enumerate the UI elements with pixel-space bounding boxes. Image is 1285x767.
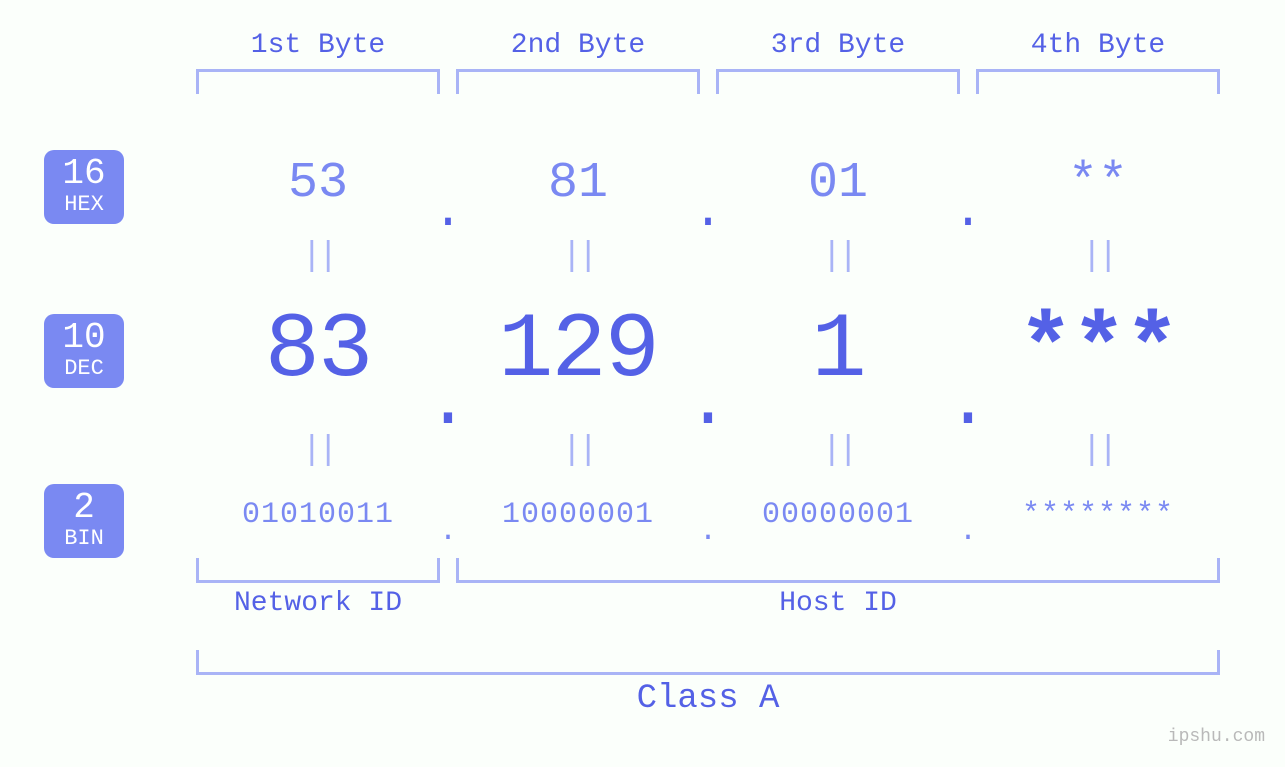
hex-b1: 53 xyxy=(288,155,348,212)
hex-b2: 81 xyxy=(548,155,608,212)
eq-1-1: || xyxy=(302,238,335,276)
bin-b1: 01010011 xyxy=(242,498,394,532)
hex-b3: 01 xyxy=(808,155,868,212)
byte-header-1-bracket xyxy=(196,69,440,94)
eq-1-3: || xyxy=(822,238,855,276)
equals-row-2: || || || || xyxy=(188,432,1228,470)
dec-b1: 83 xyxy=(265,298,371,403)
net-host-labels: Network ID Host ID xyxy=(188,588,1228,619)
class-label: Class A xyxy=(188,680,1228,718)
eq-2-4: || xyxy=(1082,432,1115,470)
badge-bin: 2 BIN xyxy=(44,484,124,558)
bin-b4: ******** xyxy=(1022,498,1174,532)
class-bracket xyxy=(196,650,1220,675)
dec-row: 83 . 129 . 1 . *** xyxy=(188,298,1228,403)
eq-1-2: || xyxy=(562,238,595,276)
byte-header-3-bracket xyxy=(716,69,960,94)
bin-b2: 10000001 xyxy=(502,498,654,532)
dec-b4: *** xyxy=(1018,298,1178,403)
net-host-brackets xyxy=(188,558,1228,583)
network-id-label: Network ID xyxy=(188,588,448,619)
watermark: ipshu.com xyxy=(1168,727,1265,747)
byte-header-2-label: 2nd Byte xyxy=(448,30,708,61)
dec-b2: 129 xyxy=(498,298,658,403)
badge-hex-num: 16 xyxy=(44,156,124,192)
network-id-bracket xyxy=(196,558,440,583)
byte-header-2-bracket xyxy=(456,69,700,94)
host-id-label: Host ID xyxy=(448,588,1228,619)
dec-b3: 1 xyxy=(811,298,864,403)
badge-bin-num: 2 xyxy=(44,490,124,526)
byte-header-3-label: 3rd Byte xyxy=(708,30,968,61)
eq-1-4: || xyxy=(1082,238,1115,276)
byte-header-3: 3rd Byte xyxy=(708,30,968,94)
hex-row: 53 . 81 . 01 . ** xyxy=(188,155,1228,212)
bin-row: 01010011 . 10000001 . 00000001 . *******… xyxy=(188,498,1228,532)
byte-header-row: 1st Byte 2nd Byte 3rd Byte 4th Byte xyxy=(188,30,1228,94)
badge-dec-num: 10 xyxy=(44,320,124,356)
host-id-bracket xyxy=(456,558,1220,583)
byte-header-1: 1st Byte xyxy=(188,30,448,94)
eq-2-3: || xyxy=(822,432,855,470)
ip-numeral-diagram: 16 HEX 10 DEC 2 BIN 1st Byte 2nd Byte 3r… xyxy=(0,0,1285,767)
badge-hex-label: HEX xyxy=(44,194,124,216)
bin-b3: 00000001 xyxy=(762,498,914,532)
byte-header-4-label: 4th Byte xyxy=(968,30,1228,61)
badge-hex: 16 HEX xyxy=(44,150,124,224)
eq-2-1: || xyxy=(302,432,335,470)
byte-header-2: 2nd Byte xyxy=(448,30,708,94)
network-id-bracket-wrap xyxy=(188,558,448,583)
class-bracket-wrap xyxy=(196,650,1220,675)
equals-row-1: || || || || xyxy=(188,238,1228,276)
byte-header-1-label: 1st Byte xyxy=(188,30,448,61)
hex-b4: ** xyxy=(1068,155,1128,212)
byte-header-4-bracket xyxy=(976,69,1220,94)
host-id-bracket-wrap xyxy=(448,558,1228,583)
eq-2-2: || xyxy=(562,432,595,470)
badge-dec: 10 DEC xyxy=(44,314,124,388)
badge-dec-label: DEC xyxy=(44,358,124,380)
badge-bin-label: BIN xyxy=(44,528,124,550)
byte-header-4: 4th Byte xyxy=(968,30,1228,94)
